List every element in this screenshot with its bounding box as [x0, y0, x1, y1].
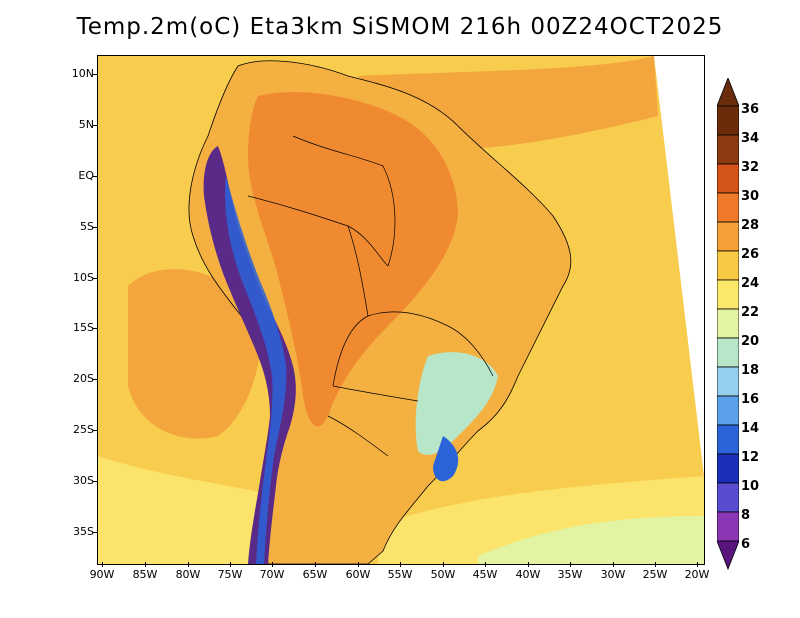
colorbar-label: 20 [741, 334, 760, 349]
colorbar-label: 16 [741, 392, 760, 407]
colorbar-label: 10 [741, 479, 760, 494]
lat-label: 5N [78, 118, 94, 131]
colorbar-top-arrow [717, 78, 739, 107]
lat-label: 10N [71, 67, 94, 80]
lat-tick-mark [93, 379, 98, 380]
colorbar-segment [717, 105, 739, 136]
lon-label: 60W [345, 568, 371, 581]
land-cool-zone [415, 352, 498, 456]
colorbar-label: 18 [741, 363, 760, 378]
colorbar-label: 26 [741, 247, 760, 262]
lon-label: 65W [302, 568, 328, 581]
lat-tick-mark [93, 532, 98, 533]
ocean-cool-zone [98, 456, 278, 564]
lat-label: 35S [73, 525, 94, 538]
colorbar-label: 30 [741, 189, 760, 204]
land-hot-zone [248, 92, 458, 427]
lat-label: 20S [73, 372, 94, 385]
colorbar-label: 28 [741, 218, 760, 233]
lon-tick-mark [145, 562, 146, 567]
lon-label: 85W [132, 568, 158, 581]
colorbar-segment [717, 511, 739, 542]
lat-label: 5S [80, 220, 94, 233]
lon-label: 75W [217, 568, 243, 581]
lon-tick-mark [613, 562, 614, 567]
ocean-warm-zone [128, 269, 261, 439]
lon-label: 40W [515, 568, 541, 581]
colorbar-segment [717, 192, 739, 223]
lat-tick-mark [93, 481, 98, 482]
lon-label: 90W [89, 568, 115, 581]
colorbar-label: 8 [741, 508, 751, 523]
colorbar-segment [717, 250, 739, 281]
lon-label: 30W [600, 568, 626, 581]
lat-tick-mark [93, 430, 98, 431]
lat-label: 10S [73, 271, 94, 284]
lon-label: 70W [259, 568, 285, 581]
colorbar-segment [717, 221, 739, 252]
map-canvas [98, 56, 704, 564]
colorbar-bottom-arrow [717, 540, 739, 571]
lon-label: 45W [472, 568, 498, 581]
lon-label: 80W [175, 568, 201, 581]
colorbar-label: 32 [741, 160, 760, 175]
lat-tick-mark [93, 176, 98, 177]
lon-tick-mark [485, 562, 486, 567]
colorbar-label: 22 [741, 305, 760, 320]
lon-tick-mark [102, 562, 103, 567]
lat-label: EQ [78, 169, 94, 182]
colorbar-segment [717, 424, 739, 455]
lon-tick-mark [655, 562, 656, 567]
colorbar-segment [717, 308, 739, 339]
colorbar-label: 34 [741, 131, 760, 146]
colorbar-label: 14 [741, 421, 760, 436]
colorbar-label: 36 [741, 102, 760, 117]
map-title: Temp.2m(oC) Eta3km SiSMOM 216h 00Z24OCT2… [76, 14, 724, 40]
lon-tick-mark [358, 562, 359, 567]
colorbar-segment [717, 366, 739, 397]
lon-label: 35W [557, 568, 583, 581]
temperature-map [97, 55, 705, 565]
colorbar-segment [717, 134, 739, 165]
lon-tick-mark [697, 562, 698, 567]
lon-label: 55W [387, 568, 413, 581]
lat-label: 15S [73, 321, 94, 334]
lat-tick-mark [93, 278, 98, 279]
lon-tick-mark [528, 562, 529, 567]
lon-label: 25W [642, 568, 668, 581]
colorbar-label: 6 [741, 537, 751, 552]
lon-tick-mark [570, 562, 571, 567]
lon-label: 50W [430, 568, 456, 581]
country-borders [247, 135, 494, 457]
lon-tick-mark [400, 562, 401, 567]
colorbar-segment [717, 395, 739, 426]
lon-tick-mark [315, 562, 316, 567]
colorbar-segment [717, 453, 739, 484]
lat-tick-mark [93, 74, 98, 75]
lon-label: 20W [684, 568, 710, 581]
colorbar-segment [717, 482, 739, 513]
colorbar-segment [717, 337, 739, 368]
lon-tick-mark [188, 562, 189, 567]
colorbar-segment [717, 163, 739, 194]
colorbar-label: 24 [741, 276, 760, 291]
lon-tick-mark [272, 562, 273, 567]
lat-tick-mark [93, 227, 98, 228]
lat-tick-mark [93, 328, 98, 329]
lon-tick-mark [443, 562, 444, 567]
lat-tick-mark [93, 125, 98, 126]
temperature-colorbar [717, 78, 739, 571]
lat-label: 25S [73, 423, 94, 436]
colorbar-label: 12 [741, 450, 760, 465]
lat-label: 30S [73, 474, 94, 487]
lon-tick-mark [230, 562, 231, 567]
colorbar-segment [717, 279, 739, 310]
